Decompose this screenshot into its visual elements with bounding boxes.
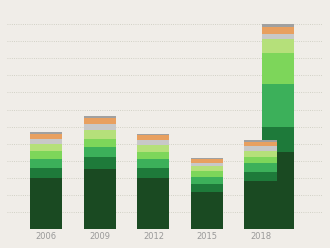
- Bar: [84, 157, 116, 169]
- Bar: [137, 135, 170, 140]
- Bar: [84, 124, 116, 130]
- Bar: [191, 166, 223, 171]
- Bar: [262, 24, 294, 28]
- Bar: [262, 53, 294, 84]
- Bar: [262, 28, 294, 34]
- Bar: [262, 127, 294, 152]
- Bar: [262, 152, 294, 229]
- Bar: [30, 132, 62, 133]
- Bar: [191, 177, 223, 184]
- Bar: [84, 139, 116, 147]
- Bar: [245, 140, 277, 142]
- Bar: [84, 118, 116, 124]
- Bar: [137, 133, 170, 135]
- Bar: [191, 163, 223, 166]
- Bar: [137, 168, 170, 178]
- Bar: [262, 39, 294, 53]
- Bar: [245, 151, 277, 156]
- Bar: [84, 147, 116, 157]
- Bar: [84, 169, 116, 229]
- Bar: [262, 34, 294, 39]
- Bar: [30, 168, 62, 178]
- Bar: [191, 159, 223, 163]
- Bar: [245, 163, 277, 172]
- Bar: [137, 152, 170, 159]
- Bar: [137, 140, 170, 146]
- Bar: [137, 159, 170, 168]
- Bar: [245, 142, 277, 146]
- Bar: [245, 181, 277, 229]
- Bar: [262, 84, 294, 127]
- Bar: [191, 192, 223, 229]
- Bar: [30, 151, 62, 159]
- Bar: [137, 146, 170, 152]
- Bar: [191, 171, 223, 177]
- Bar: [191, 184, 223, 192]
- Bar: [84, 116, 116, 118]
- Bar: [245, 172, 277, 181]
- Bar: [30, 133, 62, 139]
- Bar: [137, 178, 170, 229]
- Bar: [30, 159, 62, 168]
- Bar: [191, 158, 223, 159]
- Bar: [245, 146, 277, 151]
- Bar: [84, 130, 116, 139]
- Bar: [30, 144, 62, 151]
- Bar: [245, 156, 277, 163]
- Bar: [30, 178, 62, 229]
- Bar: [30, 139, 62, 144]
